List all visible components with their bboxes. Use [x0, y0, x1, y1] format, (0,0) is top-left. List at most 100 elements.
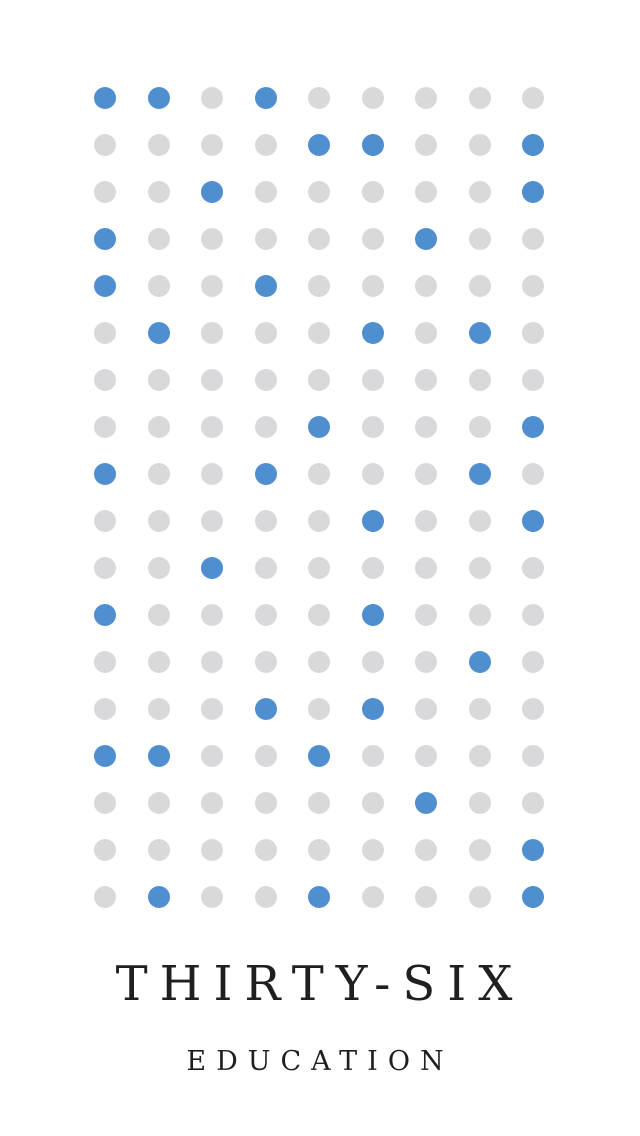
logo-dot	[361, 181, 384, 203]
logo-dot-active	[308, 416, 330, 438]
logo-dot-active	[94, 228, 116, 250]
logo-dot	[361, 839, 384, 861]
logo-dot	[254, 416, 277, 438]
logo-dot	[254, 604, 277, 626]
logo-dot	[201, 322, 223, 344]
logo-dot	[147, 275, 170, 297]
logo-dot	[468, 181, 491, 203]
logo-dot-active	[254, 698, 277, 720]
logo-dot	[201, 698, 223, 720]
logo-dot	[94, 181, 116, 203]
logo-dot	[94, 792, 116, 814]
logo-dot	[468, 416, 491, 438]
logo-dot	[308, 839, 330, 861]
logo-dot	[468, 369, 491, 391]
logo-dot	[468, 604, 491, 626]
logo-dot	[94, 134, 116, 156]
logo-dot	[415, 839, 437, 861]
logo-dot	[147, 557, 170, 579]
logo-dot	[308, 463, 330, 485]
logo-dot	[308, 181, 330, 203]
logo-dot	[308, 792, 330, 814]
logo-dot-active	[468, 322, 491, 344]
logo-dot	[147, 698, 170, 720]
logo-dot	[201, 228, 223, 250]
logo-dot	[361, 557, 384, 579]
logo-dot	[468, 510, 491, 532]
logo-dot	[522, 369, 544, 391]
logo-dot	[415, 557, 437, 579]
logo-dot-active	[254, 463, 277, 485]
logo-dot	[94, 698, 116, 720]
logo-dot	[147, 134, 170, 156]
logo-dot	[254, 322, 277, 344]
logo-dot	[308, 87, 330, 109]
logo-dot	[308, 228, 330, 250]
logo-dot	[254, 745, 277, 767]
logo-dot-active	[522, 134, 544, 156]
logo-dot	[361, 745, 384, 767]
logo-dot	[147, 651, 170, 673]
logo-dot	[308, 322, 330, 344]
logo-dot-active	[522, 886, 544, 908]
logo-dot	[522, 463, 544, 485]
logo-dot	[361, 87, 384, 109]
logo-dot	[415, 745, 437, 767]
logo-dot	[522, 604, 544, 626]
logo-dot	[94, 369, 116, 391]
logo-dot-active	[201, 181, 223, 203]
logo-dot-active	[468, 463, 491, 485]
logo-dot-active	[94, 463, 116, 485]
logo-dot-active	[94, 275, 116, 297]
logo-dot-active	[254, 87, 277, 109]
logo-dot	[361, 228, 384, 250]
logo-dot	[254, 181, 277, 203]
logo-dot-active	[308, 134, 330, 156]
logo-dot-active	[94, 745, 116, 767]
logo-dot-active	[94, 604, 116, 626]
logo-dot-active	[94, 87, 116, 109]
logo-dot-active	[308, 745, 330, 767]
logo-dot	[522, 322, 544, 344]
logo-dot	[201, 369, 223, 391]
logo-dot-active	[361, 322, 384, 344]
logo-dot	[468, 228, 491, 250]
logo-dot	[308, 510, 330, 532]
logo-dot-active	[522, 181, 544, 203]
logo-dot	[415, 416, 437, 438]
logo-dot	[201, 745, 223, 767]
logo-dot	[147, 510, 170, 532]
logo-dot	[254, 228, 277, 250]
logo-dot	[94, 416, 116, 438]
logo-dot	[415, 322, 437, 344]
logo-dot	[147, 181, 170, 203]
logo-dot-active	[361, 604, 384, 626]
logo-dot	[361, 792, 384, 814]
brand-title: THIRTY-SIX	[115, 956, 525, 1012]
logo-dot	[308, 369, 330, 391]
logo-dot-active	[522, 510, 544, 532]
logo-dot	[361, 416, 384, 438]
logo-dot	[522, 745, 544, 767]
logo-dot	[254, 886, 277, 908]
brand-subtitle: EDUCATION	[186, 1046, 454, 1077]
logo-dot	[201, 886, 223, 908]
logo-dot	[201, 416, 223, 438]
logo-dot	[201, 839, 223, 861]
logo-dot	[415, 181, 437, 203]
logo-dot-active	[254, 275, 277, 297]
logo-dot	[468, 87, 491, 109]
logo-dot	[468, 745, 491, 767]
logo-dot-active	[147, 745, 170, 767]
logo-dot-active	[147, 886, 170, 908]
logo-dot	[147, 228, 170, 250]
logo-dot	[201, 604, 223, 626]
logo-dot	[254, 839, 277, 861]
logo-dot-active	[415, 228, 437, 250]
logo-dot	[415, 510, 437, 532]
logo-dot	[468, 886, 491, 908]
logo-dot	[201, 792, 223, 814]
logo-dot	[308, 557, 330, 579]
logo-dot	[147, 463, 170, 485]
logo-dot	[147, 839, 170, 861]
